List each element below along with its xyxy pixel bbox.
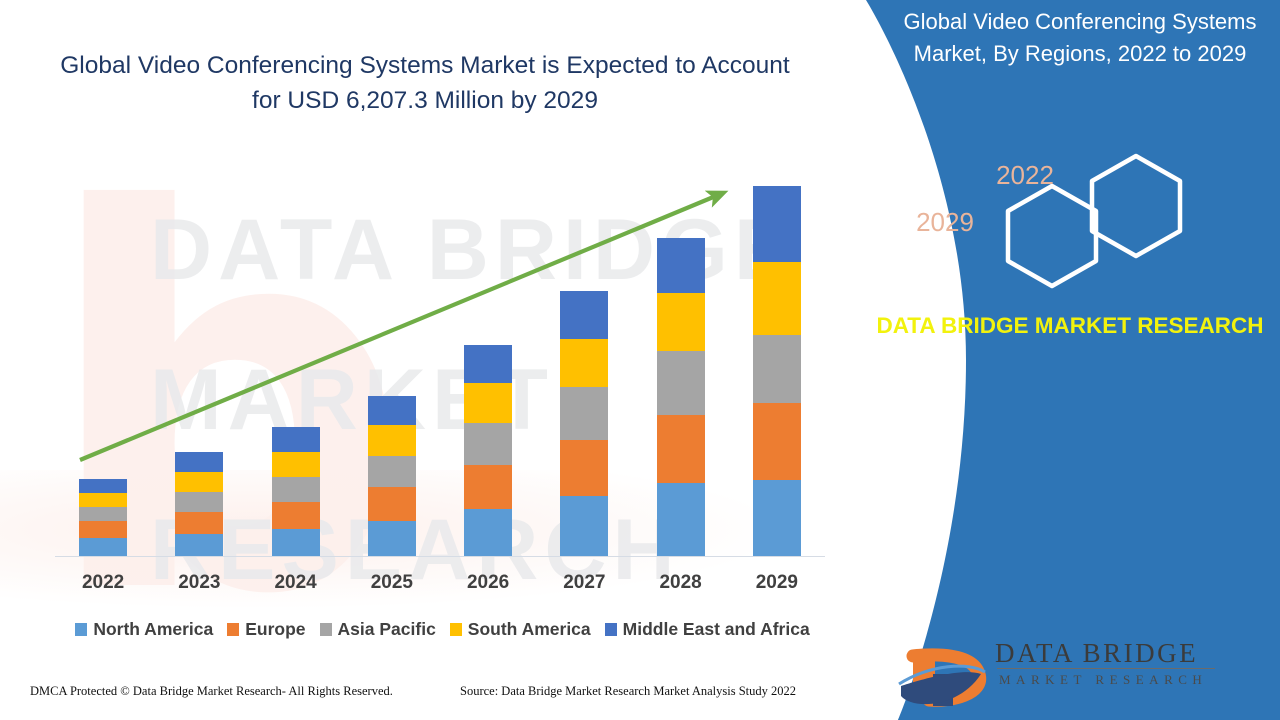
legend-swatch-icon — [449, 622, 462, 636]
bar-2028[interactable] — [656, 238, 705, 556]
hexagon-badges — [870, 140, 1270, 300]
footer-source-text: Source: Data Bridge Market Research Mark… — [460, 684, 797, 698]
bar-2025[interactable] — [367, 396, 416, 556]
bar-segment — [560, 339, 609, 387]
x-axis-label-2029: 2029 — [755, 572, 799, 593]
footer: DMCA Protected © Data Bridge Market Rese… — [0, 684, 860, 708]
bar-segment — [79, 507, 128, 521]
legend-label: North America — [93, 618, 214, 639]
bar-segment — [367, 456, 416, 487]
x-axis-label-2022: 2022 — [81, 572, 125, 593]
bar-segment — [656, 351, 705, 415]
footer-dmca-text: DMCA Protected © Data Bridge Market Rese… — [30, 684, 393, 698]
bar-segment — [367, 521, 416, 556]
bar-segment — [752, 262, 801, 335]
logo-secondary-text: MARKET RESEARCH — [999, 672, 1208, 687]
bar-segment — [175, 512, 224, 534]
logo-primary-text: DATA BRIDGE — [995, 638, 1199, 668]
hexagon-2022-icon — [1089, 153, 1183, 259]
logo-divider — [997, 668, 1215, 669]
bar-segment — [752, 480, 801, 556]
chart-legend: North America Europe Asia Pacific South Ame… — [55, 616, 830, 642]
legend-label: Asia Pacific — [337, 618, 436, 639]
x-axis-label-2025: 2025 — [370, 572, 414, 593]
bar-segment — [79, 493, 128, 507]
bar-2022[interactable] — [79, 479, 128, 556]
bar-segment — [271, 529, 320, 556]
bar-2027[interactable] — [560, 291, 609, 556]
bar-segment — [560, 496, 609, 556]
bar-segment — [271, 452, 320, 477]
chart-panel: Global Video Conferencing Systems Market… — [0, 52, 860, 708]
bar-segment — [464, 423, 513, 465]
bar-segment — [656, 483, 705, 556]
brand-name: DATA BRIDGE MARKET RESEARCH — [876, 313, 1264, 338]
bar-segment — [464, 383, 513, 423]
x-axis-line — [55, 556, 825, 557]
legend-swatch-icon — [75, 622, 88, 636]
hexagon-2029-icon — [1005, 183, 1099, 289]
legend-swatch-icon — [604, 622, 617, 636]
x-axis-label-2023: 2023 — [178, 572, 221, 593]
legend-label: Middle East and Africa — [622, 618, 810, 639]
bar-chart-plot-area — [55, 150, 825, 556]
bar-segment — [175, 472, 224, 492]
bar-segment — [752, 403, 801, 480]
x-axis-labels: 2022 2023 2024 2025 2026 2027 2028 2029 — [55, 572, 825, 600]
bar-segment — [464, 509, 513, 556]
page-title: Global Video Conferencing Systems Market… — [60, 52, 790, 114]
bar-segment — [560, 387, 609, 440]
side-panel-content: Global Video Conferencing Systems Market… — [860, 0, 1280, 720]
legend-label: Europe — [245, 618, 306, 639]
bar-segment — [367, 487, 416, 521]
bar-segment — [271, 427, 320, 452]
bar-segment — [367, 396, 416, 425]
legend-item[interactable]: North America — [75, 619, 213, 640]
legend-item[interactable]: Asia Pacific — [319, 618, 436, 640]
logo-mark-icon — [898, 648, 987, 707]
side-panel-title: Global Video Conferencing Systems Market… — [903, 9, 1257, 66]
bar-segment — [464, 465, 513, 509]
bar-segment — [79, 479, 128, 493]
data-bridge-logo: DATA BRIDGE MARKET RESEARCH — [895, 630, 1255, 710]
bar-segment — [79, 521, 128, 538]
bar-segment — [175, 534, 224, 556]
bar-segment — [752, 186, 801, 262]
bar-2026[interactable] — [464, 345, 513, 556]
bar-segment — [271, 502, 320, 529]
bar-segment — [175, 452, 224, 472]
bar-segment — [656, 293, 705, 351]
bar-2023[interactable] — [175, 452, 224, 556]
bar-2029[interactable] — [752, 186, 801, 556]
legend-item[interactable]: Middle East and Africa — [604, 618, 810, 640]
hexagon-2022-label: 2022 — [996, 160, 1054, 190]
bar-2024[interactable] — [271, 427, 320, 556]
legend-item[interactable]: Europe — [227, 618, 306, 640]
bar-segment — [752, 335, 801, 403]
x-axis-label-2026: 2026 — [466, 572, 510, 593]
legend-swatch-icon — [227, 622, 240, 636]
legend-swatch-icon — [319, 622, 332, 636]
bar-segment — [560, 291, 609, 339]
bar-segment — [271, 477, 320, 502]
x-axis-label-2024: 2024 — [274, 572, 317, 593]
legend-item[interactable]: South America — [449, 618, 591, 640]
bar-segment — [175, 492, 224, 512]
bar-segment — [560, 440, 609, 496]
bar-segment — [656, 415, 705, 483]
x-axis-label-2028: 2028 — [659, 572, 702, 593]
bar-segment — [464, 345, 513, 383]
x-axis-label-2027: 2027 — [563, 572, 606, 593]
bar-segment — [367, 425, 416, 456]
bar-segment — [656, 238, 705, 293]
bar-segment — [79, 538, 128, 556]
legend-label: South America — [467, 618, 591, 639]
hexagon-2029-label: 2029 — [916, 207, 974, 237]
